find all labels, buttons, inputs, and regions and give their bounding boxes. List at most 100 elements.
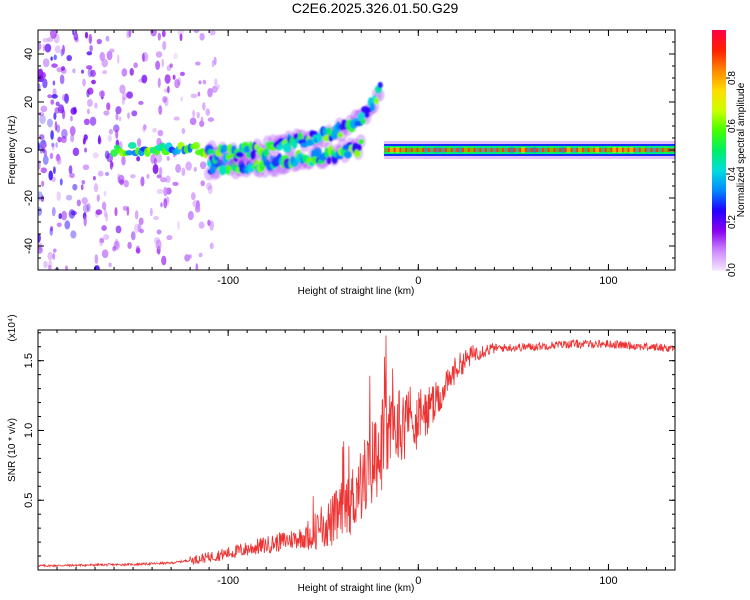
- colorbar-step: [712, 214, 726, 217]
- noise-blob: [42, 155, 49, 165]
- colorbar-step: [712, 246, 726, 249]
- noise-blob: [39, 114, 46, 125]
- carrier-texture: [629, 147, 634, 153]
- carrier-texture: [612, 147, 617, 153]
- colorbar-step: [712, 92, 726, 95]
- colorbar-step: [712, 238, 726, 241]
- noise-blob: [121, 155, 126, 166]
- noise-blob: [195, 263, 199, 270]
- colorbar-step: [712, 40, 726, 43]
- x-tick-label: -100: [217, 575, 239, 587]
- noise-blob: [172, 181, 179, 187]
- colorbar-step: [712, 138, 726, 141]
- colorbar-step: [712, 86, 726, 89]
- noise-blob: [140, 176, 145, 187]
- colorbar-step: [712, 192, 726, 195]
- noise-blob: [190, 192, 196, 201]
- x-tick-label: 0: [415, 275, 421, 287]
- core-line-blob: [192, 141, 201, 150]
- colorbar-ticks: 0.0 0.2 0.4 0.6 0.8: [726, 71, 738, 277]
- noise-blob: [122, 205, 128, 211]
- colorbar-step: [712, 198, 726, 201]
- noise-blob: [115, 106, 122, 115]
- noise-blob: [52, 80, 56, 86]
- noise-blob: [207, 87, 213, 98]
- branch-blob: [326, 156, 332, 165]
- noise-blob: [205, 108, 211, 116]
- colorbar-step: [712, 36, 726, 39]
- noise-blob: [209, 242, 214, 250]
- colorbar-step: [712, 122, 726, 125]
- colorbar-step: [712, 206, 726, 209]
- noise-blob: [115, 225, 122, 234]
- colorbar-step: [712, 202, 726, 205]
- noise-blob: [115, 112, 119, 121]
- noise-blob: [81, 179, 86, 185]
- carrier-texture: [606, 147, 611, 153]
- colorbar-step: [712, 188, 726, 191]
- core-line-blob: [110, 149, 118, 157]
- noise-blob: [209, 30, 216, 36]
- colorbar-step: [712, 68, 726, 71]
- noise-blob: [65, 265, 68, 270]
- branch-blob: [358, 138, 365, 145]
- colorbar-step: [712, 74, 726, 77]
- colorbar-step: [712, 230, 726, 233]
- noise-blob: [51, 142, 55, 147]
- carrier-texture: [418, 147, 423, 153]
- noise-blob: [211, 85, 218, 93]
- noise-blob: [153, 215, 160, 221]
- colorbar-step: [712, 156, 726, 159]
- noise-blob: [102, 70, 108, 75]
- noise-blob: [55, 154, 61, 162]
- carrier-texture: [526, 147, 531, 153]
- noise-blob: [96, 194, 100, 202]
- colorbar-step: [712, 64, 726, 67]
- noise-blob: [50, 99, 55, 105]
- colorbar-step: [712, 254, 726, 257]
- colorbar-step: [712, 166, 726, 169]
- carrier-texture: [617, 147, 622, 153]
- noise-blob: [173, 116, 180, 121]
- noise-blob: [156, 229, 162, 235]
- noise-blob: [42, 78, 48, 89]
- noise-blob: [51, 206, 56, 217]
- noise-blob: [211, 60, 215, 68]
- noise-blob: [157, 32, 161, 41]
- noise-blob: [113, 240, 120, 251]
- spectrogram-ylabel: Frequency (Hz): [7, 116, 18, 185]
- colorbar-step: [712, 66, 726, 69]
- colorbar-step: [712, 126, 726, 129]
- noise-blob: [169, 63, 173, 68]
- noise-blob: [66, 54, 73, 62]
- carrier-texture: [652, 147, 657, 153]
- noise-blob: [47, 265, 52, 270]
- branch-blob: [364, 111, 370, 118]
- branch-blob: [220, 144, 229, 153]
- colorbar-step: [712, 208, 726, 211]
- noise-blob: [99, 51, 106, 62]
- noise-blob: [101, 225, 107, 232]
- colorbar-step: [712, 94, 726, 97]
- noise-blob: [103, 208, 107, 218]
- noise-blob: [65, 194, 73, 201]
- noise-blob: [87, 87, 94, 95]
- carrier-texture: [486, 147, 491, 153]
- colorbar-step: [712, 176, 726, 179]
- noise-blob: [68, 165, 73, 175]
- noise-blob: [94, 254, 99, 265]
- noise-blob: [127, 241, 132, 250]
- noise-blob: [136, 156, 141, 162]
- noise-blob: [61, 210, 67, 221]
- noise-blob: [175, 163, 182, 174]
- y-tick-label: 20: [23, 96, 35, 108]
- carrier-texture: [452, 147, 457, 153]
- noise-blob: [131, 110, 138, 117]
- colorbar-step: [712, 268, 726, 271]
- colorbar-step: [712, 170, 726, 173]
- noise-blob: [163, 186, 168, 197]
- noise-blob: [139, 228, 144, 234]
- core-line-blob: [125, 150, 134, 156]
- noise-blob: [198, 252, 203, 258]
- noise-blob: [52, 166, 56, 174]
